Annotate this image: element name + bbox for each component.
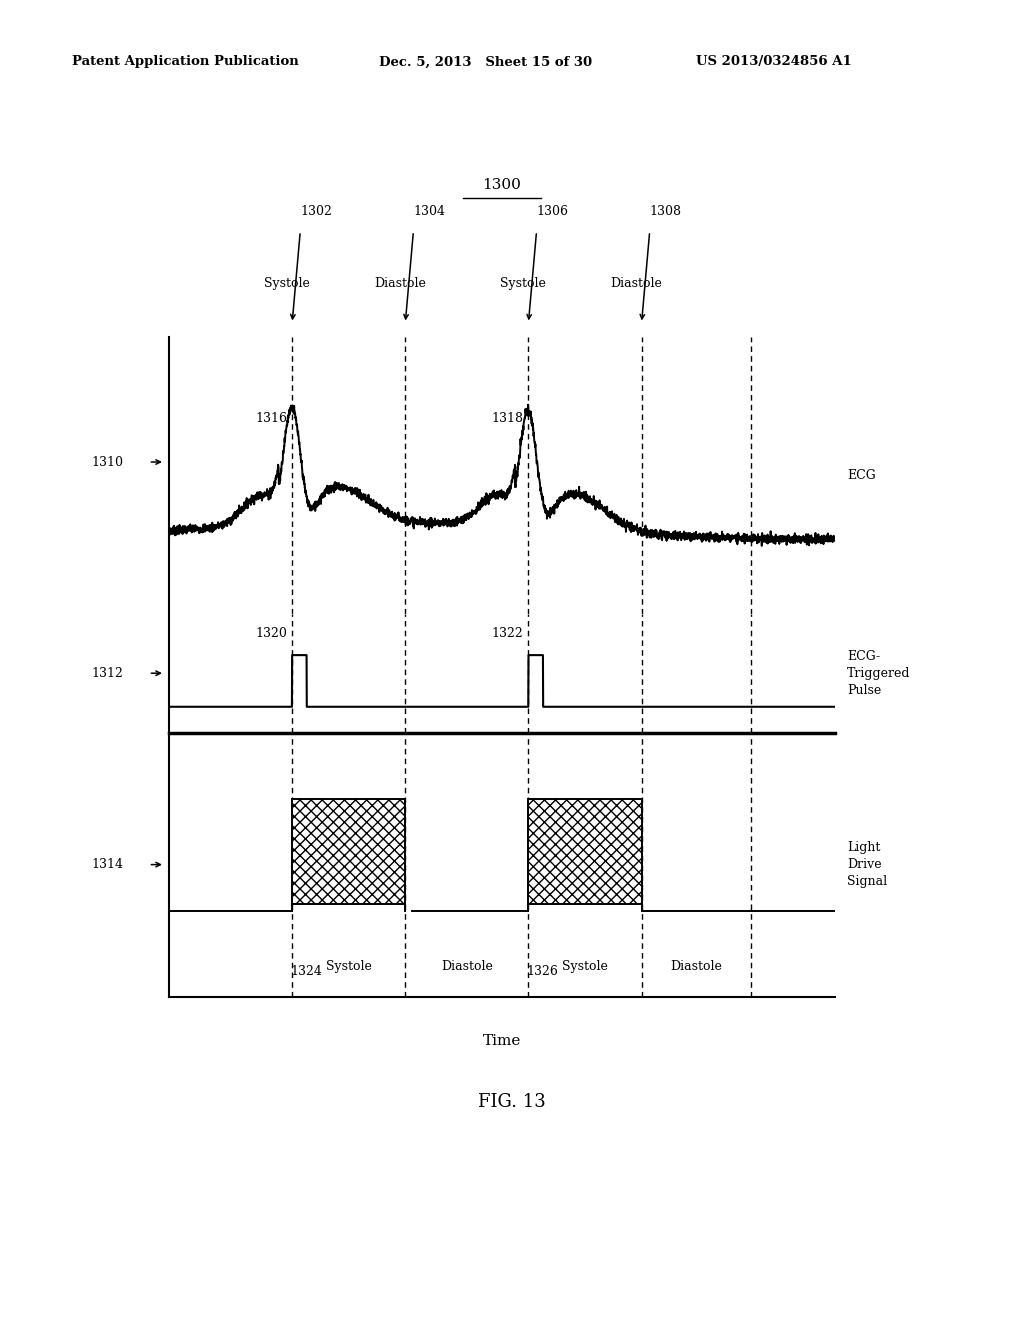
Bar [528,799,641,904]
Text: 1306: 1306 [537,205,568,218]
Text: Patent Application Publication: Patent Application Publication [72,55,298,69]
Text: 1310: 1310 [91,455,124,469]
Text: 1312: 1312 [91,667,124,680]
Text: 1314: 1314 [91,858,124,871]
Text: Time: Time [482,1034,521,1048]
Text: Dec. 5, 2013   Sheet 15 of 30: Dec. 5, 2013 Sheet 15 of 30 [379,55,592,69]
Text: 1304: 1304 [414,205,445,218]
Text: 1318: 1318 [492,412,523,425]
Text: Systole: Systole [326,960,372,973]
Text: ECG: ECG [847,469,876,482]
Text: ECG-
Triggered
Pulse: ECG- Triggered Pulse [847,649,910,697]
Text: Diastole: Diastole [671,960,722,973]
Text: 1302: 1302 [300,205,332,218]
Text: 1326: 1326 [526,965,558,978]
Text: Diastole: Diastole [374,277,426,290]
Text: FIG. 13: FIG. 13 [478,1093,546,1111]
Text: 1324: 1324 [290,965,322,978]
Text: Light
Drive
Signal: Light Drive Signal [847,841,887,888]
Text: 1300: 1300 [482,178,521,191]
Text: Diastole: Diastole [441,960,493,973]
Text: 1322: 1322 [492,627,523,640]
Text: Diastole: Diastole [610,277,663,290]
Text: Systole: Systole [264,277,310,290]
Text: 1320: 1320 [255,627,287,640]
Text: US 2013/0324856 A1: US 2013/0324856 A1 [696,55,852,69]
Text: 1308: 1308 [649,205,682,218]
Text: 1316: 1316 [255,412,287,425]
Text: Systole: Systole [562,960,608,973]
Text: Systole: Systole [501,277,546,290]
Bar [292,799,406,904]
